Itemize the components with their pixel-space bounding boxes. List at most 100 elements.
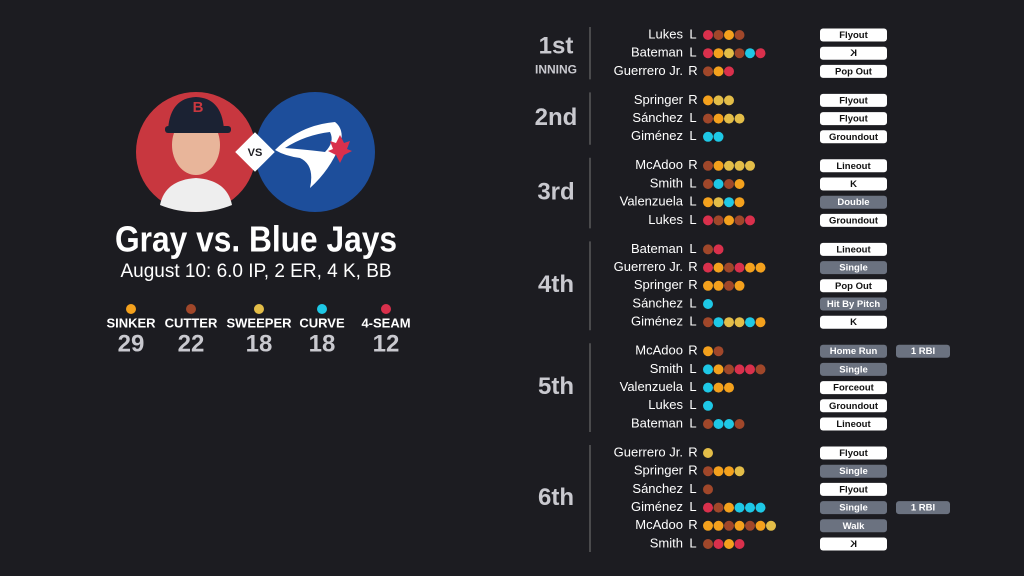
subtitle: August 10: 6.0 IP, 2 ER, 4 K, BB: [120, 261, 391, 282]
pitch-dot: [724, 95, 734, 106]
pitch-dot: [724, 520, 734, 531]
pitch-dot: [703, 160, 713, 171]
batter-name: Giménez: [631, 314, 683, 329]
batter-name: McAdoo: [635, 343, 683, 358]
pitch-dot: [703, 466, 713, 477]
result-label: Lineout: [836, 419, 871, 430]
pitch-dot: [734, 160, 745, 171]
pitch-dot: [734, 262, 745, 273]
pitch-dot: [724, 382, 734, 393]
pitch-dot: [713, 244, 724, 255]
result-pill: [820, 279, 887, 293]
pitch-dot: [703, 95, 713, 106]
inning-label: 2nd: [535, 104, 578, 131]
pitch-dot: [713, 66, 724, 77]
batter-name: Guerrero Jr.: [614, 63, 683, 78]
result-pill: [820, 362, 887, 376]
pitch-dot: [703, 364, 713, 375]
pitch-dot: [703, 215, 713, 226]
pitch-dot: [734, 30, 745, 40]
legend-count: 18: [309, 330, 336, 357]
batter-hand: L: [689, 295, 696, 310]
batter-name: Smith: [650, 535, 683, 550]
pitch-dot: [713, 502, 724, 513]
batter-name: Springer: [634, 92, 684, 107]
result-label: Groundout: [829, 401, 879, 412]
batter-hand: R: [688, 63, 697, 78]
batter-name: Lukes: [648, 26, 683, 41]
batter-name: Valenzuela: [620, 194, 684, 209]
legend-count: 12: [373, 330, 400, 357]
legend-name: 4-SEAM: [361, 315, 410, 330]
rbi-label: 1 RBI: [911, 503, 935, 514]
pitch-dot: [755, 520, 766, 531]
pitch-dot: [724, 466, 734, 477]
batter-hand: R: [688, 157, 697, 172]
result-label: Flyout: [839, 30, 868, 41]
pitch-dot: [724, 30, 734, 40]
result-label: Single: [839, 503, 868, 514]
batter-name: Guerrero Jr.: [614, 259, 683, 274]
legend-name: CUTTER: [165, 315, 218, 330]
rbi-pill: [896, 501, 950, 515]
inning-label: 6th: [538, 484, 574, 511]
batter-name: Lukes: [648, 212, 683, 227]
pitch-dot: [734, 364, 745, 375]
pitch-dot: [703, 382, 713, 393]
result-pill: [820, 464, 887, 478]
pitch-dot: [703, 66, 713, 77]
pitch-dot: [703, 400, 713, 411]
legend-count: 22: [178, 330, 205, 357]
pitch-dot: [703, 48, 713, 59]
result-label: Flyout: [839, 114, 868, 125]
pitch-dot: [724, 66, 734, 77]
pitch-dot: [703, 30, 713, 40]
vs-label: VS: [248, 147, 263, 159]
batter-name: Smith: [650, 361, 683, 376]
title: Gray vs. Blue Jays: [115, 219, 397, 260]
rbi-pill: [896, 344, 950, 358]
vs-diamond: [235, 132, 275, 172]
pitch-dot: [703, 262, 713, 273]
pitch-dot: [724, 262, 734, 273]
pitch-dot: [713, 419, 724, 429]
pitch-dot: [734, 539, 745, 549]
pitch-dot: [703, 448, 713, 458]
result-pill: [820, 344, 887, 358]
result-pill: [820, 159, 887, 173]
result-label: Flyout: [839, 95, 868, 106]
pitch-dot: [713, 215, 724, 226]
pitch-dot: [703, 419, 713, 429]
pitch-dot: [713, 131, 724, 142]
result-pill: [820, 417, 887, 431]
result-pill: [820, 177, 887, 191]
pitch-dot: [703, 280, 713, 291]
pitch-dot: [734, 179, 745, 189]
pitch-dot: [713, 280, 724, 291]
batter-hand: R: [688, 277, 697, 292]
pitch-dot: [703, 113, 713, 124]
result-pill: [820, 482, 887, 496]
result-pill: [820, 537, 887, 551]
result-label: Single: [839, 364, 868, 375]
batter-hand: L: [689, 26, 696, 41]
pitch-dot: [713, 382, 724, 393]
batter-name: Bateman: [631, 241, 683, 256]
pitch-dot: [734, 520, 745, 531]
result-label: Flyout: [839, 484, 868, 495]
batter-hand: L: [689, 499, 696, 514]
pitch-dot: [703, 520, 713, 531]
pitch-dot: [745, 262, 755, 273]
pitch-dot: [734, 197, 745, 208]
pitch-dot: [713, 346, 724, 357]
batter-name: Bateman: [631, 415, 683, 430]
batter-name: Valenzuela: [620, 379, 684, 394]
pitch-dot: [734, 502, 745, 513]
result-pill: [820, 446, 887, 460]
pitch-dot: [745, 502, 755, 513]
result-label: Pop Out: [835, 281, 873, 292]
result-label: Single: [839, 263, 868, 274]
pitch-dot: [713, 48, 724, 59]
batter-hand: R: [688, 343, 697, 358]
pitch-dot: [734, 215, 745, 226]
